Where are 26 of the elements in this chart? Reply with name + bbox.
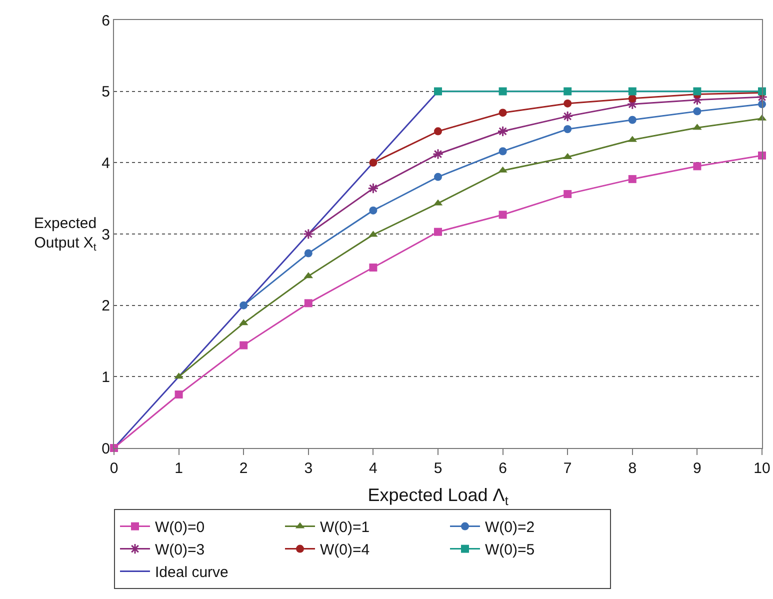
legend-label: W(0)=1 — [320, 519, 370, 536]
x-tick-label: 2 — [239, 460, 248, 477]
x-tick-label: 1 — [174, 460, 183, 477]
y-tick-label: 4 — [102, 154, 110, 172]
y-axis-title: Expected Output X$_{t}$ — [34, 215, 97, 254]
legend-label: W(0)=4 — [320, 542, 370, 559]
legend-label: W(0)=0 — [155, 519, 205, 536]
y-tick-label: 1 — [102, 368, 110, 386]
legend-label: W(0)=2 — [485, 519, 535, 536]
x-tick-label: 5 — [434, 460, 442, 477]
y-tick-label: 2 — [102, 298, 110, 315]
x-tick-label: 7 — [563, 460, 572, 477]
x-axis-title: Expected Load Λ$_{t}$ — [368, 485, 509, 508]
y-tick-label: 6 — [102, 12, 110, 30]
y-tick-label: 3 — [102, 226, 110, 244]
legend-label: W(0)=5 — [485, 542, 535, 559]
x-tick-label: 3 — [304, 460, 313, 477]
legend-label: Ideal curve — [155, 564, 228, 582]
y-tick-label: 5 — [102, 84, 110, 101]
x-tick-label: 9 — [693, 460, 702, 477]
x-tick-label: 8 — [628, 460, 637, 477]
x-tick-label: 4 — [369, 460, 378, 477]
y-tick-label: 0 — [102, 440, 110, 458]
legend-label: W(0)=3 — [155, 542, 205, 559]
x-tick-label: 6 — [498, 460, 507, 477]
x-tick-label: 10 — [754, 460, 770, 477]
